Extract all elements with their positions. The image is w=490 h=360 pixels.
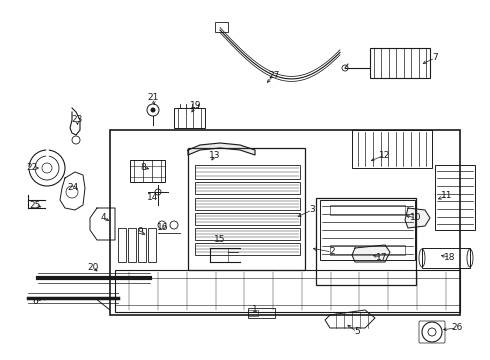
Bar <box>148 228 156 262</box>
Bar <box>422 248 470 268</box>
Bar <box>330 205 405 215</box>
Text: 8: 8 <box>140 162 146 171</box>
Bar <box>128 228 136 262</box>
Bar <box>316 198 416 285</box>
Text: 10: 10 <box>410 213 422 222</box>
Bar <box>195 198 300 210</box>
Bar <box>174 108 205 128</box>
Text: 6: 6 <box>32 297 38 306</box>
Bar <box>435 165 475 230</box>
Bar <box>370 48 430 78</box>
Bar <box>110 130 460 315</box>
Text: 26: 26 <box>451 324 463 333</box>
Polygon shape <box>188 143 255 155</box>
Text: 25: 25 <box>29 201 41 210</box>
Text: 18: 18 <box>444 252 456 261</box>
Text: 17: 17 <box>376 252 388 261</box>
Text: 9: 9 <box>137 228 143 237</box>
Text: 15: 15 <box>214 235 226 244</box>
Bar <box>248 310 258 316</box>
Bar <box>215 22 228 32</box>
Bar <box>195 213 300 225</box>
Text: 12: 12 <box>379 150 391 159</box>
Bar <box>195 182 300 194</box>
Text: 19: 19 <box>190 100 202 109</box>
Text: 20: 20 <box>87 264 98 273</box>
Bar <box>118 228 126 262</box>
Text: 21: 21 <box>147 94 159 103</box>
Bar <box>248 308 275 318</box>
Text: 13: 13 <box>209 150 221 159</box>
Text: 11: 11 <box>441 192 453 201</box>
Text: 7: 7 <box>432 54 438 63</box>
Text: 2: 2 <box>329 248 335 256</box>
Bar <box>195 228 300 240</box>
Text: 4: 4 <box>100 213 106 222</box>
Bar <box>195 243 300 255</box>
Text: 24: 24 <box>68 184 78 193</box>
Bar <box>195 165 300 179</box>
Text: 1: 1 <box>252 306 258 315</box>
Text: 5: 5 <box>354 328 360 337</box>
Bar <box>352 130 432 168</box>
Text: 23: 23 <box>72 116 83 125</box>
Bar <box>330 245 405 255</box>
Bar <box>115 270 460 312</box>
Text: 3: 3 <box>309 206 315 215</box>
Bar <box>188 148 305 270</box>
Text: 27: 27 <box>269 71 280 80</box>
Bar <box>320 200 415 260</box>
Text: 16: 16 <box>157 224 169 233</box>
Text: 14: 14 <box>147 193 159 202</box>
Polygon shape <box>352 245 390 262</box>
Bar <box>138 228 146 262</box>
Text: 22: 22 <box>26 163 38 172</box>
Bar <box>130 160 165 182</box>
Circle shape <box>150 108 155 112</box>
Polygon shape <box>405 208 430 228</box>
